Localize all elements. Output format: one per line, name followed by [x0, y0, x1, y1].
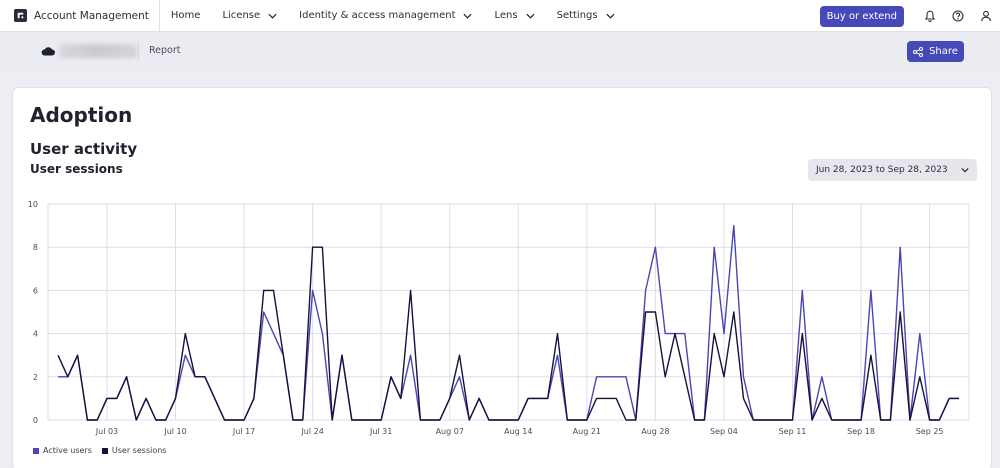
nav-lens-label: Lens	[494, 10, 518, 21]
help-button[interactable]	[944, 0, 972, 32]
user-icon	[981, 10, 991, 22]
date-range-value: Jun 28, 2023 to Sep 28, 2023	[816, 165, 948, 175]
legend-swatch	[33, 447, 39, 454]
app-name: Account Management	[34, 9, 149, 22]
help-icon	[952, 10, 964, 22]
date-range-select[interactable]: Jun 28, 2023 to Sep 28, 2023	[808, 159, 977, 181]
top-navigation-bar: Account Management Home License Identity…	[0, 0, 1000, 32]
buy-or-extend-button[interactable]: Buy or extend	[819, 5, 904, 27]
bell-icon	[924, 10, 936, 22]
notifications-button[interactable]	[916, 0, 944, 32]
chevron-down-icon	[268, 13, 277, 19]
nav-license[interactable]: License	[211, 0, 288, 32]
main-nav: Home License Identity & access managemen…	[160, 0, 626, 32]
page-header-bar: Report Share	[0, 33, 1000, 73]
nav-settings-label: Settings	[556, 10, 598, 21]
chart-legend: Active users User sessions	[33, 446, 176, 455]
legend-label: Active users	[43, 446, 92, 455]
nav-settings[interactable]: Settings	[546, 0, 626, 32]
legend-user-sessions[interactable]: User sessions	[101, 446, 167, 455]
breadcrumb-report[interactable]: Report	[149, 45, 181, 56]
share-icon	[913, 46, 924, 57]
redacted-environment-name	[59, 44, 137, 58]
nav-identity-access-management[interactable]: Identity & access management	[288, 0, 483, 32]
chevron-down-icon	[606, 13, 615, 19]
nav-home-label: Home	[170, 10, 201, 21]
share-label: Share	[929, 46, 958, 57]
share-button[interactable]: Share	[907, 41, 964, 62]
nav-license-label: License	[222, 10, 261, 21]
section-title: User activity	[30, 140, 138, 158]
cloud-icon	[41, 47, 55, 56]
topbar-actions: Buy or extend	[819, 0, 1000, 32]
report-card	[12, 87, 992, 468]
legend-active-users[interactable]: Active users	[33, 446, 92, 455]
nav-lens[interactable]: Lens	[483, 0, 545, 32]
app-logo-icon	[14, 9, 27, 22]
nav-identity-label: Identity & access management	[299, 10, 456, 21]
divider	[138, 41, 139, 61]
user-menu-button[interactable]	[972, 0, 1000, 32]
chevron-down-icon	[526, 13, 535, 19]
chevron-down-icon	[463, 13, 473, 19]
brand[interactable]: Account Management	[0, 0, 160, 32]
legend-label: User sessions	[111, 446, 167, 455]
chevron-down-icon	[961, 167, 969, 173]
page-title: Adoption	[30, 103, 133, 127]
legend-swatch	[101, 447, 108, 454]
chart-title: User sessions	[30, 162, 123, 176]
nav-home[interactable]: Home	[160, 0, 212, 32]
